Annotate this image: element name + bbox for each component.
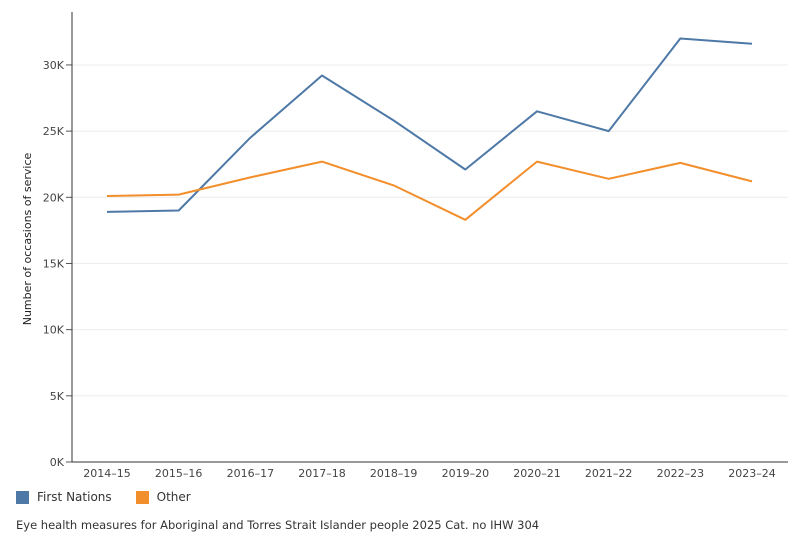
x-tick-label: 2014–15 [83,467,131,480]
y-tick-label: 25K [43,125,65,138]
y-tick-label: 0K [50,456,65,469]
legend-label-first-nations: First Nations [37,490,112,504]
legend-label-other: Other [156,490,191,504]
axes [66,12,788,463]
series-line-other [106,160,753,221]
y-tick-label: 15K [43,257,65,270]
x-tick-label: 2019–20 [442,467,490,480]
tick-labels: 0K 5K 10K 15K 20K 25K 30K 2014–15 2015–16 2016–17… [21,59,776,480]
x-tick-label: 2023–24 [728,467,776,480]
line-chart: 0K 5K 10K 15K 20K 25K 30K 2014–15 2015–16 2016–17… [21,12,788,480]
legend: First Nations Other [16,490,215,504]
series-lines [106,37,753,221]
y-tick-label: 5K [50,390,65,403]
series-line-first-nations [106,37,753,213]
x-tick-label: 2018–19 [370,467,418,480]
x-tick-label: 2015–16 [155,467,203,480]
legend-item-first-nations[interactable]: First Nations [16,490,112,504]
y-tick-label: 20K [43,191,65,204]
legend-swatch-first-nations [16,490,29,504]
x-tick-label: 2016–17 [227,467,275,480]
y-axis-title: Number of occasions of service [21,152,34,325]
legend-swatch-other [135,490,149,504]
source-caption: Eye health measures for Aboriginal and T… [16,518,540,532]
x-tick-label: 2017–18 [298,467,346,480]
y-tick-label: 30K [43,59,65,72]
x-tick-label: 2022–23 [657,467,705,480]
x-tick-label: 2020–21 [513,467,561,480]
y-tick-label: 10K [43,324,65,337]
grid-lines [72,64,788,397]
x-tick-label: 2021–22 [585,467,633,480]
legend-item-other[interactable]: Other [135,490,191,504]
